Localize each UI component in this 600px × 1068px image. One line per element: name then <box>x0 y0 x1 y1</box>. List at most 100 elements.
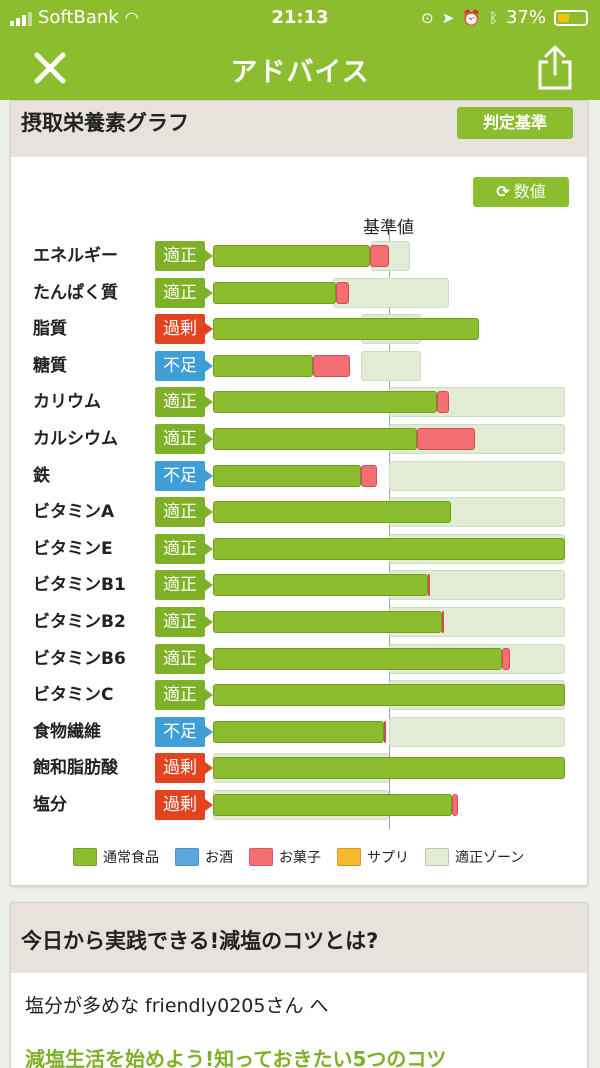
bar-normal-food <box>213 574 428 597</box>
zone-bar <box>389 460 565 491</box>
status-badge: 適正 <box>155 607 213 637</box>
nutrient-label: ビタミンB6 <box>33 648 126 669</box>
alarm-icon: ⏰ <box>462 8 481 27</box>
bar-normal-food <box>213 428 418 450</box>
bar-normal-food <box>213 354 314 377</box>
nutrient-label: 飽和脂肪酸 <box>33 758 118 779</box>
article-card-header: 今日から実践できる!減塩のコツとは? <box>11 903 587 973</box>
legend-item: 適正ゾーン <box>425 847 524 867</box>
bar-sweets <box>383 720 386 743</box>
nutrient-label: 食物繊維 <box>33 721 101 742</box>
status-badge: 過剰 <box>155 790 213 820</box>
legend-label: 適正ゾーン <box>455 850 525 866</box>
nutrient-label: ビタミンA <box>33 502 115 523</box>
status-badge: 過剰 <box>155 753 213 784</box>
bar-normal-food <box>213 794 453 816</box>
close-icon[interactable] <box>32 50 68 86</box>
bar-sweets <box>436 391 449 414</box>
status-right: ⊙ ➤ ⏰ ᛒ 37% <box>421 7 588 28</box>
legend-label: サプリ <box>367 850 409 866</box>
values-button-label: 数値 <box>513 182 546 201</box>
status-badge: 過剰 <box>155 314 213 345</box>
bluetooth-icon: ᛒ <box>488 8 498 27</box>
zone-bar <box>389 716 565 747</box>
legend-swatch <box>73 848 97 866</box>
status-badge: 適正 <box>155 241 213 271</box>
bar-normal-food <box>213 501 451 524</box>
nutrient-card-header: 摂取栄養素グラフ 判定基準 <box>11 101 587 157</box>
nutrient-label: 塩分 <box>33 795 67 815</box>
reference-line <box>389 229 390 829</box>
nutrient-label: エネルギー <box>33 246 118 266</box>
status-badge: 不足 <box>155 716 213 747</box>
bar-sweets <box>417 428 476 450</box>
bar-normal-food <box>213 391 437 414</box>
zone-bar <box>332 277 449 308</box>
bar-normal-food <box>213 611 442 633</box>
battery-percent: 37% <box>505 7 546 28</box>
bar-sweets <box>441 611 444 633</box>
status-badge: 適正 <box>155 277 213 308</box>
article-link[interactable]: 減塩生活を始めよう!知っておきたい5つのコツ <box>25 1047 447 1068</box>
nutrient-label: たんぱく質 <box>33 282 118 303</box>
bar-normal-food <box>213 464 361 487</box>
nutrient-label: 脂質 <box>33 319 67 340</box>
bar-normal-food <box>213 245 370 267</box>
legend-swatch <box>337 848 361 866</box>
status-left: SoftBank ◠ <box>10 7 139 28</box>
nav-bar: アドバイス <box>0 36 600 100</box>
bar-sweets <box>452 794 458 816</box>
bar-sweets <box>360 464 377 487</box>
status-badge: 適正 <box>155 424 213 454</box>
location-icon: ➤ <box>441 8 455 27</box>
nutrient-card: 摂取栄養素グラフ 判定基準 ⟳ 数値 基準値 エネルギー 適正 たんぱく質 適正 脂質 過剰… <box>10 100 588 886</box>
status-badge: 不足 <box>155 350 213 381</box>
nutrient-label: ビタミンB1 <box>33 575 126 596</box>
bar-normal-food <box>213 647 502 670</box>
reference-label: 基準値 <box>363 218 414 238</box>
chart-legend: 通常食品 お酒 お菓子 サプリ 適正ゾーン <box>73 847 530 867</box>
bar-sweets <box>313 354 351 377</box>
legend-item: お酒 <box>175 847 233 867</box>
nutrient-label: 糖質 <box>33 355 67 376</box>
signal-icon <box>10 10 32 26</box>
article-card-title: 今日から実践できる!減塩のコツとは? <box>21 929 379 953</box>
legend-item: お菓子 <box>249 847 321 867</box>
status-badge: 適正 <box>155 643 213 674</box>
nutrient-label: カルシウム <box>33 429 118 449</box>
bar-normal-food <box>213 537 565 560</box>
orientation-lock-icon: ⊙ <box>421 8 434 27</box>
status-badge: 適正 <box>155 497 213 528</box>
share-icon[interactable] <box>534 44 576 92</box>
nutrient-label: カリウム <box>33 392 101 413</box>
carrier-label: SoftBank <box>38 7 119 28</box>
status-badge: 適正 <box>155 570 213 601</box>
refresh-icon: ⟳ <box>496 182 510 201</box>
bar-normal-food <box>213 757 565 780</box>
nutrient-chart: エネルギー 適正 たんぱく質 適正 脂質 過剰 糖質 不足 カリウム 適正 カルシウム 適正鉄不足 ビタ… <box>11 101 589 887</box>
legend-label: お菓子 <box>279 850 321 866</box>
criteria-button[interactable]: 判定基準 <box>457 107 573 139</box>
bar-normal-food <box>213 720 384 743</box>
bar-sweets <box>501 647 511 670</box>
battery-icon <box>554 9 588 26</box>
article-card: 今日から実践できる!減塩のコツとは? 塩分が多めな friendly0205さん… <box>10 902 588 1068</box>
status-badge: 適正 <box>155 680 213 711</box>
bar-sweets <box>427 574 430 597</box>
status-badge: 不足 <box>155 460 213 491</box>
bar-normal-food <box>213 318 479 341</box>
values-toggle-button[interactable]: ⟳ 数値 <box>473 177 569 207</box>
legend-label: お酒 <box>205 850 233 866</box>
bar-sweets <box>369 245 389 267</box>
legend-item: 通常食品 <box>73 847 159 867</box>
status-badge: 適正 <box>155 533 213 564</box>
wifi-icon: ◠ <box>124 8 139 27</box>
bar-normal-food <box>213 684 565 707</box>
bar-sweets <box>336 281 349 304</box>
page-title: アドバイス <box>230 57 370 88</box>
nutrient-label: 鉄 <box>33 465 50 486</box>
bar-normal-food <box>213 281 337 304</box>
status-time: 21:13 <box>271 7 329 28</box>
nutrient-card-title: 摂取栄養素グラフ <box>21 111 189 135</box>
legend-swatch <box>249 848 273 866</box>
